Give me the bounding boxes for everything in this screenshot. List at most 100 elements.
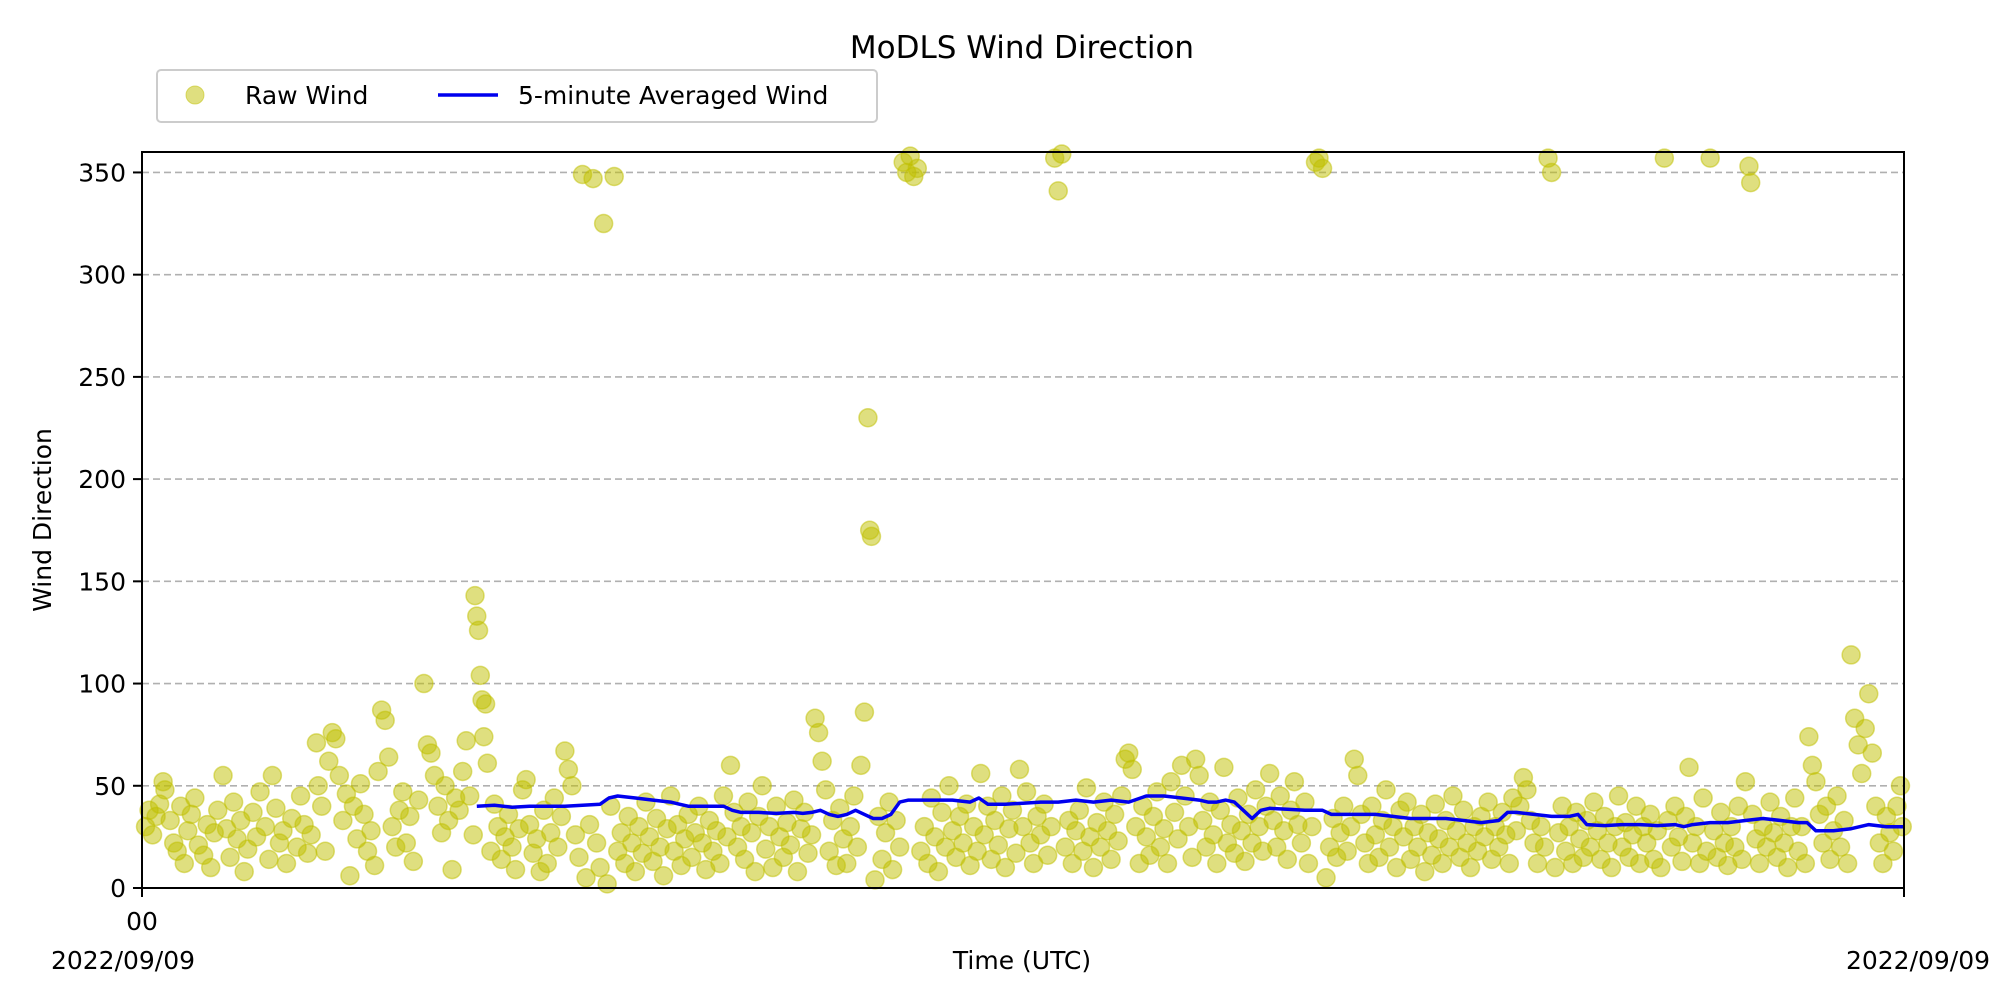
raw-wind-point xyxy=(1654,148,1675,168)
raw-wind-point xyxy=(1207,853,1227,874)
raw-wind-point xyxy=(1608,786,1629,806)
x-tick-label-start-hour: 00 xyxy=(126,907,158,936)
raw-wind-point xyxy=(544,788,565,808)
raw-wind-point xyxy=(1640,804,1661,825)
raw-wind-point xyxy=(375,710,395,731)
raw-wind-point xyxy=(361,821,381,841)
raw-wind-point xyxy=(548,837,568,857)
raw-wind-point xyxy=(1006,843,1026,863)
raw-wind-point xyxy=(1192,810,1213,831)
raw-wind-point xyxy=(907,158,928,179)
raw-wind-point xyxy=(1002,800,1023,821)
raw-wind-point xyxy=(1873,853,1893,874)
raw-wind-point xyxy=(1376,780,1396,800)
raw-wind-point xyxy=(555,741,575,761)
raw-wind-point xyxy=(452,761,473,782)
raw-wind-point xyxy=(604,166,624,187)
raw-wind-point xyxy=(1104,804,1125,825)
raw-wind-point xyxy=(142,825,163,845)
y-tick-label: 300 xyxy=(78,261,126,290)
y-tick-label: 200 xyxy=(78,465,126,494)
raw-wind-point xyxy=(1460,857,1481,878)
raw-wind-point xyxy=(442,859,462,880)
raw-wind-point xyxy=(784,790,804,810)
raw-wind-point xyxy=(1855,718,1875,739)
raw-wind-point xyxy=(625,861,646,882)
raw-wind-point xyxy=(1157,853,1178,874)
raw-wind-point xyxy=(1333,796,1354,816)
raw-wind-series xyxy=(135,144,1912,894)
raw-wind-point xyxy=(1062,853,1083,874)
raw-wind-point xyxy=(266,798,286,819)
raw-wind-point xyxy=(308,776,328,796)
raw-wind-point xyxy=(569,847,589,868)
raw-wind-point xyxy=(200,857,221,878)
raw-wind-point xyxy=(340,865,360,886)
raw-wind-point xyxy=(326,729,346,749)
raw-wind-point xyxy=(1693,788,1713,808)
raw-wind-point xyxy=(306,733,327,753)
raw-wind-point xyxy=(1270,786,1291,806)
raw-wind-point xyxy=(1344,749,1365,769)
raw-wind-point xyxy=(1259,763,1280,784)
raw-wind-point xyxy=(1837,853,1858,874)
raw-wind-point xyxy=(255,816,276,837)
raw-wind-point xyxy=(1862,743,1883,763)
raw-wind-point xyxy=(1432,853,1453,874)
raw-wind-point xyxy=(174,853,195,874)
raw-wind-point xyxy=(262,765,283,786)
raw-wind-point xyxy=(463,825,484,845)
raw-wind-point xyxy=(1161,771,1181,792)
raw-wind-point xyxy=(837,853,857,874)
raw-wind-point xyxy=(586,833,607,853)
legend-label-averaged-wind: 5-minute Averaged Wind xyxy=(518,81,828,110)
raw-wind-point xyxy=(956,794,977,814)
raw-wind-point xyxy=(396,833,417,853)
raw-wind-point xyxy=(1136,827,1157,847)
raw-wind-point xyxy=(597,874,617,894)
raw-wind-point xyxy=(435,776,455,796)
raw-wind-point xyxy=(889,837,910,857)
raw-wind-point xyxy=(1034,794,1054,814)
raw-wind-point xyxy=(1859,684,1879,704)
plot-frame xyxy=(141,151,1905,889)
raw-wind-point xyxy=(475,694,496,714)
averaged-wind-series xyxy=(476,794,1904,833)
raw-wind-point xyxy=(1834,810,1854,831)
raw-wind-point xyxy=(329,765,350,786)
raw-wind-point xyxy=(1298,853,1319,874)
raw-wind-point xyxy=(516,769,536,790)
raw-wind-point xyxy=(1055,837,1076,857)
raw-wind-point xyxy=(741,823,762,843)
raw-wind-point xyxy=(234,861,254,882)
raw-wind-point xyxy=(208,800,228,821)
raw-wind-point xyxy=(755,839,776,859)
raw-wind-point xyxy=(681,847,702,868)
raw-wind-point xyxy=(1785,788,1805,808)
raw-wind-point xyxy=(812,751,832,771)
raw-wind-point xyxy=(459,786,480,806)
raw-wind-point xyxy=(1740,172,1761,193)
y-tick-label: 50 xyxy=(94,772,126,801)
y-tick-label: 0 xyxy=(110,874,126,903)
raw-wind-point xyxy=(847,837,868,857)
raw-wind-point xyxy=(181,804,202,825)
legend-label-raw-wind: Raw Wind xyxy=(245,81,368,110)
raw-wind-point xyxy=(311,796,332,816)
raw-wind-point xyxy=(456,731,476,751)
raw-wind-point xyxy=(1189,765,1209,786)
raw-wind-point xyxy=(1841,645,1861,665)
raw-wind-point xyxy=(1397,792,1417,812)
raw-wind-point xyxy=(350,773,371,794)
raw-wind-point xyxy=(1379,837,1400,857)
raw-wind-point xyxy=(939,776,959,796)
raw-wind-point xyxy=(1749,853,1770,874)
raw-wind-point xyxy=(840,816,861,837)
raw-wind-point xyxy=(1795,853,1816,874)
raw-wind-point xyxy=(988,835,1009,855)
raw-wind-point xyxy=(787,861,808,882)
raw-wind-point xyxy=(408,790,429,810)
raw-wind-point xyxy=(579,814,600,835)
raw-wind-point xyxy=(1037,845,1058,866)
